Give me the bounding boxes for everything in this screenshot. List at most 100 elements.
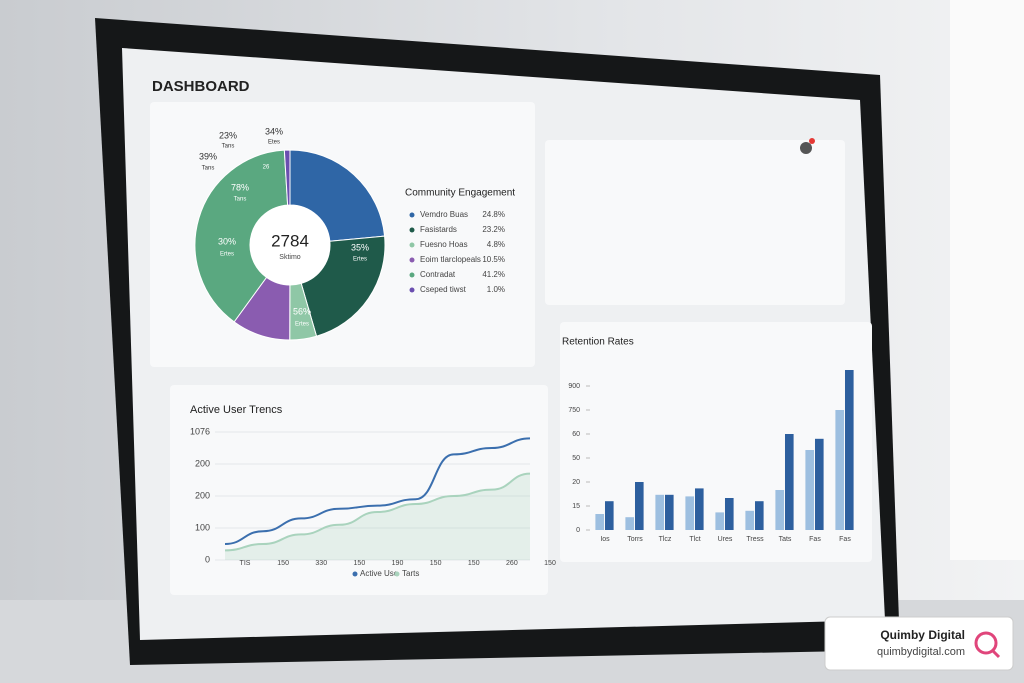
- bar: [755, 501, 764, 530]
- legend-swatch: [409, 242, 415, 248]
- y-tick-label: 15: [572, 503, 580, 510]
- legend-swatch: [409, 257, 415, 263]
- bar: [835, 410, 844, 530]
- watermark-url: quimbydigital.com: [877, 646, 965, 658]
- legend-label: Eoim tlarclopeals: [420, 255, 481, 264]
- bar: [845, 370, 854, 530]
- bar: [725, 498, 734, 530]
- bar: [785, 434, 794, 530]
- logo: [990, 648, 1001, 659]
- bar: [625, 517, 634, 530]
- legend-label: Contradat: [420, 270, 456, 279]
- donut-hole: [250, 205, 330, 285]
- y-tick-label: 900: [568, 383, 580, 390]
- bar: [665, 494, 674, 530]
- bar: [775, 490, 784, 530]
- x-tick-label: 330: [315, 560, 327, 567]
- y-tick-label: 50: [572, 455, 580, 462]
- x-tick-label: 150: [544, 560, 556, 567]
- slice-label: 78%: [231, 182, 249, 192]
- slice-label: 23%: [219, 130, 237, 140]
- bar: [745, 510, 754, 530]
- line: [224, 472, 531, 552]
- x-tick-label: 190: [392, 560, 404, 567]
- avatar[interactable]: [800, 142, 812, 154]
- bar: [655, 494, 664, 530]
- center-label: Sktimo: [279, 254, 301, 261]
- slice-label: 30%: [218, 236, 236, 246]
- legend-swatch: [409, 287, 415, 293]
- card: [170, 385, 548, 595]
- slice-label: 56%: [293, 306, 311, 316]
- legend-swatch: [409, 227, 415, 233]
- slice-label: Tans: [202, 166, 215, 172]
- logo: [974, 631, 998, 655]
- legend-label: Active Use: [360, 569, 399, 578]
- bar: [635, 482, 644, 530]
- y-tick-label: 60: [572, 431, 580, 438]
- x-tick-label: Ures: [718, 536, 733, 543]
- legend-value: 24.8%: [482, 210, 505, 219]
- chart-title: Active User Trencs: [190, 404, 283, 416]
- chart-title: Community Engagement: [405, 188, 515, 199]
- y-tick-label: 0: [576, 527, 580, 534]
- chart-title: Retention Rates: [562, 337, 634, 348]
- slice-label: Ertes: [353, 257, 367, 263]
- legend-swatch: [352, 571, 358, 577]
- slice-label: Ertes: [295, 322, 309, 328]
- legend-value: 23.2%: [482, 225, 505, 234]
- y-tick-label: 200: [195, 458, 210, 468]
- x-tick-label: Ios: [600, 536, 610, 543]
- x-tick-label: Tlct: [689, 536, 700, 543]
- line: [224, 437, 531, 545]
- slice-label: Tans: [222, 144, 235, 150]
- y-tick-label: 20: [572, 479, 580, 486]
- slice-label: Tans: [234, 197, 247, 203]
- slice-label: 26: [263, 165, 270, 171]
- watermark-name: Quimby Digital: [880, 628, 965, 642]
- legend-value: 1.0%: [487, 285, 505, 294]
- bar: [695, 488, 704, 530]
- bar: [815, 438, 824, 530]
- y-tick-label: 750: [568, 407, 580, 414]
- x-tick-label: 150: [468, 560, 480, 567]
- legend-label: Fuesno Hoas: [420, 240, 468, 249]
- slice-label: 34%: [265, 126, 283, 136]
- x-tick-label: Torrs: [627, 536, 643, 543]
- legend-swatch: [409, 272, 415, 278]
- x-tick-label: 150: [354, 560, 366, 567]
- y-tick-label: 200: [195, 490, 210, 500]
- legend-label: Cseped tiwst: [420, 285, 467, 294]
- bar: [715, 512, 724, 530]
- bar: [595, 514, 604, 530]
- slice-label: 35%: [351, 242, 369, 252]
- y-tick-label: 0: [205, 554, 210, 564]
- bar: [605, 501, 614, 530]
- x-tick-label: Fas: [839, 536, 851, 543]
- x-tick-label: 150: [430, 560, 442, 567]
- center-value: 2784: [271, 231, 309, 250]
- window: [950, 0, 1024, 560]
- bar: [685, 496, 694, 530]
- y-tick-label: 1076: [190, 426, 210, 436]
- x-tick-label: 150: [277, 560, 289, 567]
- legend-label: Vemdro Buas: [420, 210, 468, 219]
- dashboard-title: DASHBOARD: [152, 78, 250, 95]
- legend-label: Tarts: [402, 569, 419, 578]
- slice-label: 39%: [199, 151, 217, 161]
- area: [225, 473, 530, 560]
- y-tick-label: 100: [195, 522, 210, 532]
- x-tick-label: TIS: [240, 560, 251, 567]
- slice-label: Etes: [268, 140, 280, 146]
- x-tick-label: Tress: [746, 536, 764, 543]
- legend-value: 41.2%: [482, 270, 505, 279]
- bar: [805, 450, 814, 530]
- watermark-box: [824, 616, 1014, 671]
- legend-label: Fasistards: [420, 225, 457, 234]
- x-tick-label: 260: [506, 560, 518, 567]
- x-tick-label: Tlcz: [659, 536, 672, 543]
- notification-dot: [809, 138, 815, 144]
- legend-value: 10.5%: [482, 255, 505, 264]
